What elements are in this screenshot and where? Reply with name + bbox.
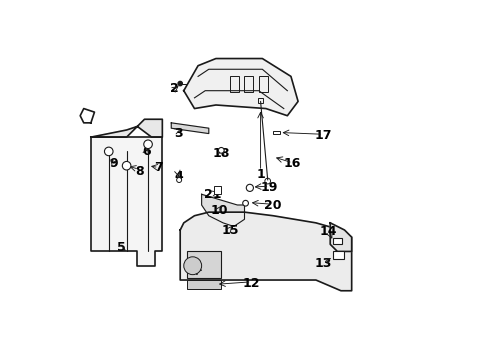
Text: 14: 14 bbox=[319, 225, 337, 238]
Circle shape bbox=[122, 161, 131, 170]
Circle shape bbox=[143, 140, 152, 149]
Circle shape bbox=[178, 81, 182, 86]
Bar bbox=[230, 76, 239, 93]
Polygon shape bbox=[183, 59, 298, 116]
Bar bbox=[258, 98, 262, 103]
Circle shape bbox=[218, 148, 224, 153]
Text: 15: 15 bbox=[221, 224, 239, 237]
Text: 8: 8 bbox=[135, 165, 143, 177]
Text: 17: 17 bbox=[314, 129, 331, 142]
Text: 6: 6 bbox=[142, 145, 150, 158]
Text: 1: 1 bbox=[256, 168, 264, 181]
Text: 16: 16 bbox=[284, 157, 301, 170]
Text: 5: 5 bbox=[117, 241, 125, 255]
Text: 9: 9 bbox=[110, 157, 118, 170]
Circle shape bbox=[242, 201, 248, 206]
Bar bbox=[214, 186, 220, 194]
Text: 2: 2 bbox=[170, 82, 179, 95]
Polygon shape bbox=[171, 123, 208, 134]
Circle shape bbox=[104, 147, 113, 156]
Text: 12: 12 bbox=[243, 277, 260, 290]
Circle shape bbox=[183, 257, 201, 275]
Text: 4: 4 bbox=[174, 170, 183, 183]
Text: 20: 20 bbox=[264, 198, 281, 212]
Circle shape bbox=[176, 177, 181, 183]
Bar bbox=[272, 131, 279, 134]
Bar bbox=[332, 251, 343, 259]
Bar bbox=[187, 251, 221, 278]
Polygon shape bbox=[201, 194, 244, 226]
Text: 21: 21 bbox=[203, 188, 221, 201]
Circle shape bbox=[246, 184, 253, 192]
Bar bbox=[332, 238, 341, 244]
Text: 7: 7 bbox=[154, 161, 163, 174]
Bar bbox=[244, 76, 253, 93]
Text: 13: 13 bbox=[314, 257, 331, 270]
Text: 18: 18 bbox=[212, 147, 229, 160]
Text: 10: 10 bbox=[210, 204, 228, 217]
Polygon shape bbox=[180, 212, 351, 291]
Text: 19: 19 bbox=[260, 181, 278, 194]
Polygon shape bbox=[329, 223, 351, 251]
Text: 11: 11 bbox=[185, 261, 203, 274]
Polygon shape bbox=[91, 119, 162, 137]
Bar bbox=[258, 76, 267, 93]
Polygon shape bbox=[91, 137, 162, 266]
Text: 3: 3 bbox=[174, 127, 183, 140]
Bar bbox=[187, 280, 221, 289]
